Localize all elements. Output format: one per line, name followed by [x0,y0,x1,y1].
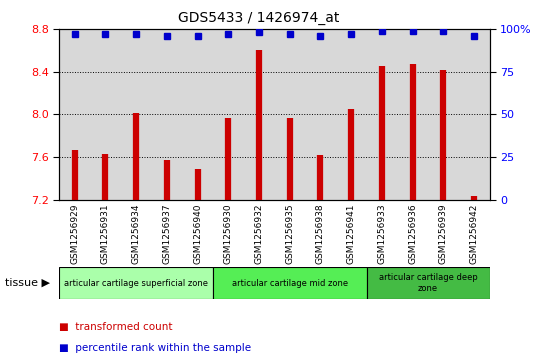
Text: GSM1256933: GSM1256933 [378,203,386,264]
Text: GSM1256938: GSM1256938 [316,203,325,264]
Text: GSM1256939: GSM1256939 [439,203,448,264]
Text: GSM1256936: GSM1256936 [408,203,417,264]
Text: ■  percentile rank within the sample: ■ percentile rank within the sample [59,343,251,354]
Text: GSM1256937: GSM1256937 [162,203,171,264]
Text: GSM1256934: GSM1256934 [131,203,140,264]
Text: GSM1256930: GSM1256930 [224,203,233,264]
Bar [59,267,213,299]
Text: GSM1256931: GSM1256931 [101,203,110,264]
Text: GSM1256935: GSM1256935 [285,203,294,264]
Text: ■  transformed count: ■ transformed count [59,322,173,332]
Text: GSM1256932: GSM1256932 [254,203,264,264]
Text: articular cartilage mid zone: articular cartilage mid zone [232,279,348,287]
Text: articular cartilage deep
zone: articular cartilage deep zone [379,273,477,293]
Text: GSM1256942: GSM1256942 [470,203,479,264]
Text: GSM1256941: GSM1256941 [346,203,356,264]
Bar [213,267,366,299]
Text: GSM1256940: GSM1256940 [193,203,202,264]
Text: articular cartilage superficial zone: articular cartilage superficial zone [64,279,208,287]
Text: GSM1256929: GSM1256929 [70,203,79,264]
Bar [366,267,490,299]
Text: tissue ▶: tissue ▶ [5,278,51,288]
Text: GDS5433 / 1426974_at: GDS5433 / 1426974_at [178,11,339,25]
